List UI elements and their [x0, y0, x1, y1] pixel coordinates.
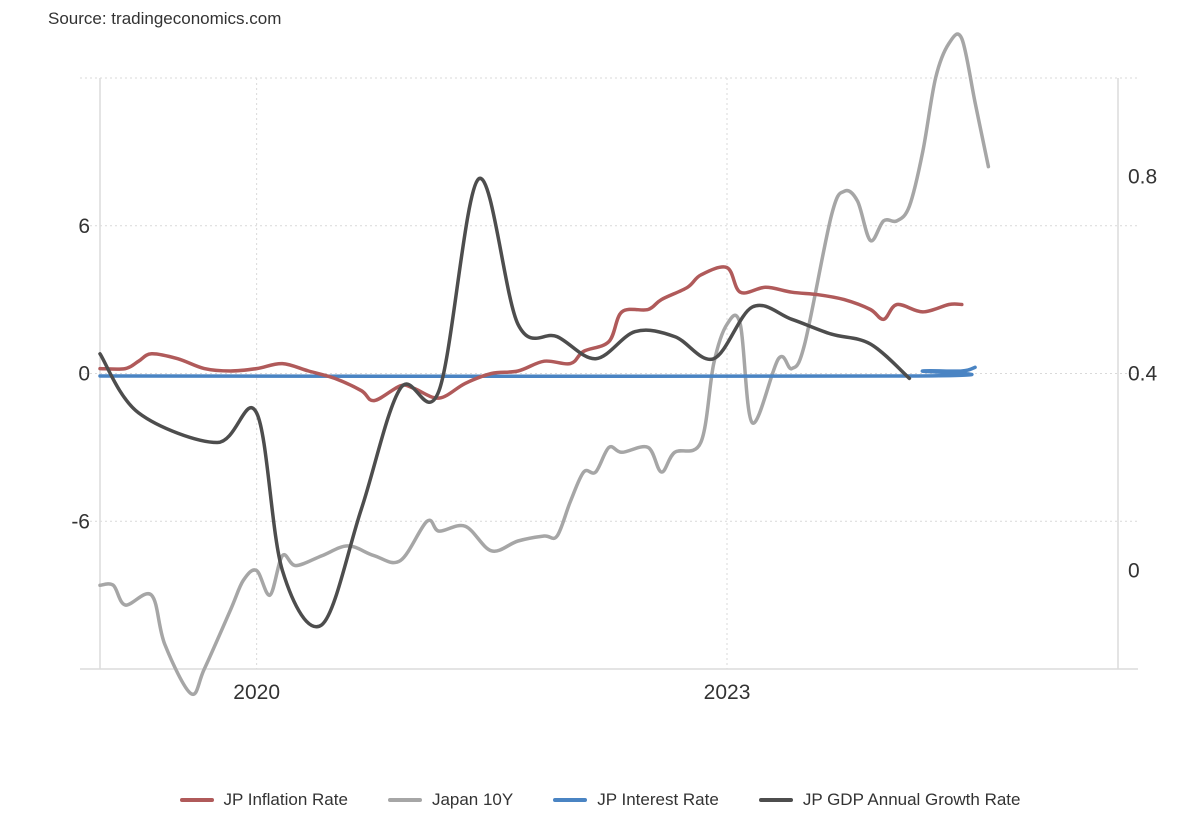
series-layer	[98, 32, 991, 697]
y-left-tick-label: 0	[78, 363, 90, 386]
y-right-tick-label: 0.4	[1128, 363, 1158, 386]
legend-label: JP GDP Annual Growth Rate	[802, 790, 1021, 809]
legend-item[interactable]: Japan 10Y	[387, 790, 514, 810]
legend-label: JP Inflation Rate	[223, 790, 348, 809]
legend-item[interactable]: JP GDP Annual Growth Rate	[758, 790, 1021, 810]
legend-swatch	[387, 798, 422, 802]
grid	[80, 77, 1138, 669]
legend-swatch	[758, 798, 793, 802]
series-line-japan-10y	[98, 32, 991, 697]
chart-source: Source: tradingeconomics.com	[48, 9, 282, 28]
tick-labels: -6 0 6 0 0.4 0.8 2020 2023	[71, 166, 1157, 705]
x-tick-label: 2023	[704, 681, 751, 704]
y-left-tick-label: 6	[78, 215, 90, 238]
legend-label: Japan 10Y	[431, 790, 514, 809]
y-left-tick-label: -6	[71, 510, 90, 533]
y-right-tick-label: 0.8	[1128, 166, 1157, 189]
legend-label: JP Interest Rate	[597, 790, 719, 809]
x-tick-label: 2020	[233, 681, 280, 704]
y-right-tick-label: 0	[1128, 560, 1140, 583]
legend-swatch	[179, 798, 214, 802]
series-line-jp-interest-rate	[98, 365, 977, 379]
legend-swatch	[553, 798, 588, 802]
series-line-jp-inflation-rate	[98, 265, 964, 403]
legend-item[interactable]: JP Inflation Rate	[179, 790, 348, 810]
axes	[80, 78, 1138, 670]
series-line-jp-gdp-annual-growth-rate	[98, 176, 912, 629]
chart-legend: JP Inflation Rate Japan 10Y JP Interest Ra…	[0, 790, 1200, 810]
legend-item[interactable]: JP Interest Rate	[553, 790, 719, 810]
